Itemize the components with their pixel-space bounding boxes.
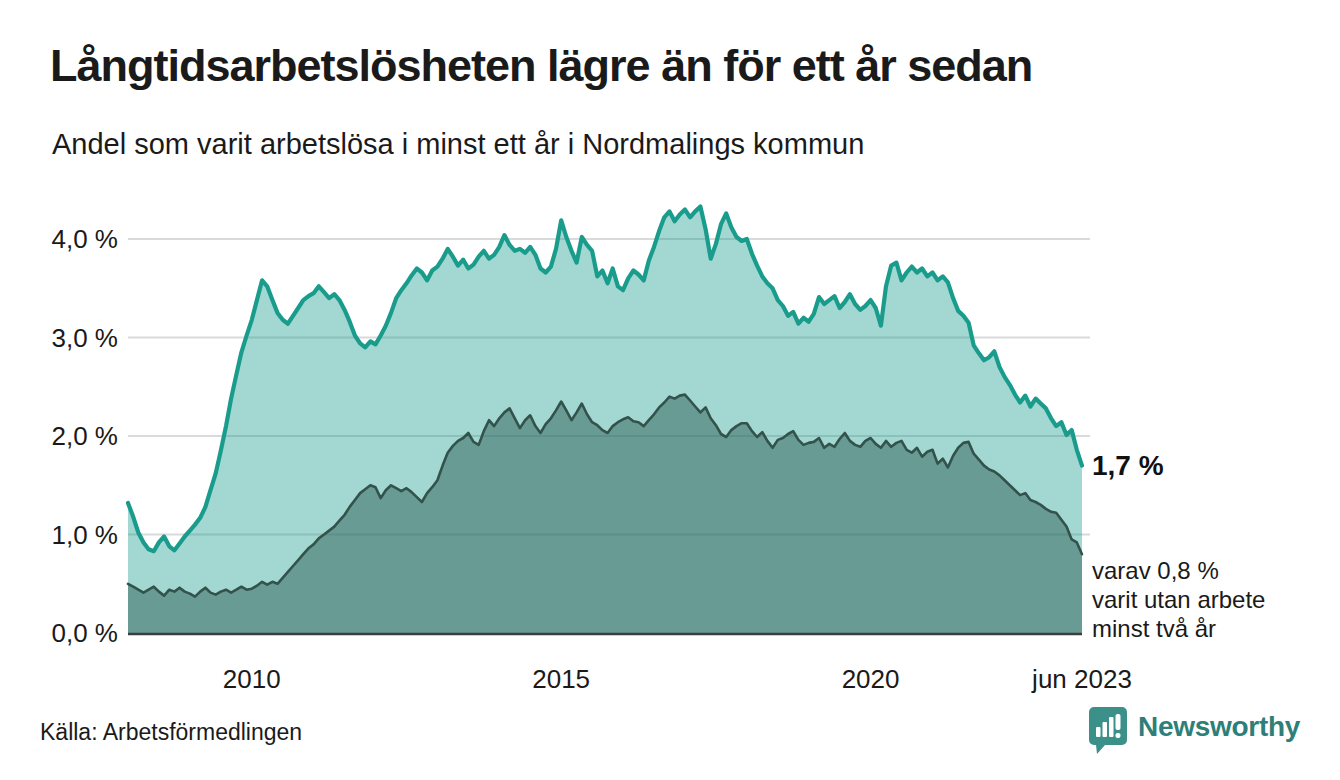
y-tick-label-20: 2,0 %: [40, 421, 118, 452]
x-tick-label-2015: 2015: [532, 664, 590, 695]
x-tick-label-jun2023: jun 2023: [1032, 664, 1132, 695]
bar-chart-speech-bubble-icon: [1088, 706, 1128, 756]
series2-annotation: varav 0,8 %varit utan arbeteminst två år: [1092, 556, 1265, 643]
series2-annotation-line: minst två år: [1092, 614, 1265, 643]
newsworthy-logo: Newsworthy: [1088, 706, 1300, 756]
series2-annotation-line: varav 0,8 %: [1092, 556, 1265, 585]
y-tick-label-40: 4,0 %: [40, 224, 118, 255]
x-tick-label-2020: 2020: [842, 664, 900, 695]
series2-annotation-line: varit utan arbete: [1092, 585, 1265, 614]
series1-end-label: 1,7 %: [1092, 450, 1164, 482]
x-tick-label-2010: 2010: [223, 664, 281, 695]
chart-subtitle: Andel som varit arbetslösa i minst ett å…: [52, 128, 1252, 161]
chart-title: Långtidsarbetslösheten lägre än för ett …: [50, 40, 1290, 92]
y-tick-label-30: 3,0 %: [40, 323, 118, 354]
chart-figure: Långtidsarbetslösheten lägre än för ett …: [0, 0, 1340, 780]
source-note: Källa: Arbetsförmedlingen: [40, 719, 302, 746]
newsworthy-wordmark: Newsworthy: [1138, 711, 1300, 743]
y-tick-label-10: 1,0 %: [40, 520, 118, 551]
y-tick-label-00: 0,0 %: [40, 618, 118, 649]
plot-area: [0, 0, 1340, 780]
